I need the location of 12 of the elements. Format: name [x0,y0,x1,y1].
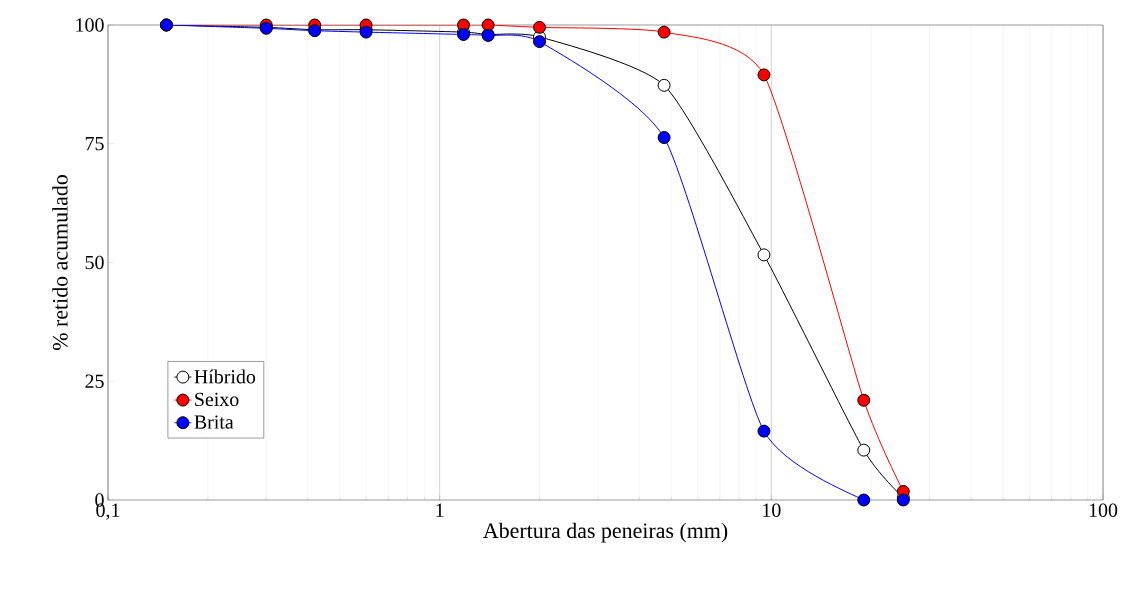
y-tick-label: 50 [85,255,104,270]
x-tick-label: 100 [1089,503,1118,517]
legend-label: Brita [194,415,234,429]
y-tick-label: 75 [85,137,104,151]
x-tick-label: 10 [763,503,781,517]
y-tick-label: 25 [85,374,104,388]
y-axis-title: % retido acumulado [52,175,68,350]
legend-label: Híbrido [194,369,256,384]
legend-label: Seixo [195,392,239,407]
y-tick-label: 100 [76,18,104,32]
x-axis-title: Abertura das peneiras (mm) [483,522,728,543]
x-tick-label: 1 [436,503,444,517]
